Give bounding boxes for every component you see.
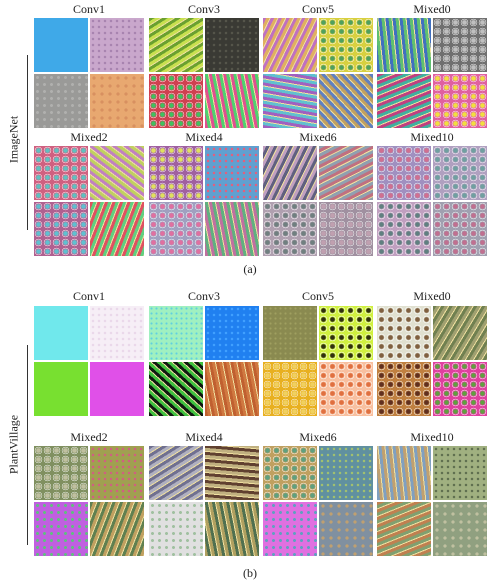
layer-title: Mixed4 — [185, 430, 223, 444]
feature-tile — [90, 18, 144, 72]
feature-tile — [90, 306, 144, 360]
layer-title: Conv1 — [72, 2, 105, 16]
feature-tile — [319, 362, 373, 416]
feature-tile — [34, 362, 88, 416]
feature-tile — [90, 202, 144, 256]
panel-label: ImageNet — [6, 115, 21, 164]
feature-tile — [90, 146, 144, 200]
feature-tile — [263, 202, 317, 256]
layer-title: Conv1 — [72, 289, 105, 303]
feature-tile — [319, 502, 373, 556]
feature-tile — [377, 74, 431, 128]
divider-line — [27, 345, 28, 545]
feature-tile — [149, 74, 203, 128]
layer-title: Mixed4 — [185, 130, 223, 144]
layer-title: Mixed0 — [413, 289, 451, 303]
feature-tile — [205, 502, 259, 556]
feature-tile — [433, 446, 487, 500]
feature-tile — [319, 74, 373, 128]
layer-title: Mixed2 — [70, 430, 108, 444]
feature-tile — [263, 502, 317, 556]
divider-line — [27, 55, 28, 230]
panel-caption: (a) — [243, 262, 257, 276]
layer-title: Mixed0 — [413, 2, 451, 16]
layer-title: Conv5 — [301, 289, 334, 303]
feature-tile — [433, 18, 487, 72]
feature-tile — [205, 18, 259, 72]
layer-title: Conv5 — [301, 2, 334, 16]
feature-tile — [377, 202, 431, 256]
feature-tile — [205, 146, 259, 200]
feature-tile — [34, 18, 88, 72]
feature-tile — [90, 74, 144, 128]
feature-tile — [377, 18, 431, 72]
feature-tile — [263, 146, 317, 200]
feature-tile — [90, 446, 144, 500]
feature-tile — [433, 306, 487, 360]
feature-tile — [149, 362, 203, 416]
feature-tile — [433, 146, 487, 200]
feature-tile — [205, 446, 259, 500]
feature-tile — [34, 502, 88, 556]
panel-caption: (b) — [243, 566, 257, 580]
feature-tile — [34, 446, 88, 500]
feature-tile — [319, 446, 373, 500]
feature-tile — [205, 362, 259, 416]
feature-tile — [149, 18, 203, 72]
feature-tile — [263, 306, 317, 360]
feature-tile — [90, 502, 144, 556]
panel-label: PlantVillage — [6, 414, 21, 475]
feature-tile — [205, 306, 259, 360]
feature-tile — [205, 74, 259, 128]
layer-title: Mixed2 — [70, 130, 108, 144]
feature-tile — [149, 306, 203, 360]
feature-tile — [377, 146, 431, 200]
feature-tile — [34, 74, 88, 128]
layer-title: Mixed6 — [299, 430, 337, 444]
feature-tile — [263, 446, 317, 500]
feature-tile — [319, 18, 373, 72]
feature-tile — [34, 146, 88, 200]
feature-tile — [90, 362, 144, 416]
feature-tile — [433, 74, 487, 128]
layer-title: Mixed10 — [410, 130, 454, 144]
feature-tile — [149, 502, 203, 556]
feature-tile — [149, 146, 203, 200]
feature-tile — [433, 502, 487, 556]
feature-tile — [319, 202, 373, 256]
feature-tile — [377, 362, 431, 416]
feature-tile — [263, 362, 317, 416]
feature-tile — [319, 146, 373, 200]
feature-tile — [263, 74, 317, 128]
layer-title: Mixed10 — [410, 430, 454, 444]
feature-tile — [34, 202, 88, 256]
feature-tile — [433, 362, 487, 416]
feature-tile — [149, 446, 203, 500]
feature-tile — [34, 306, 88, 360]
feature-tile — [263, 18, 317, 72]
layer-title: Conv3 — [187, 289, 220, 303]
feature-tile — [205, 202, 259, 256]
feature-tile — [377, 502, 431, 556]
feature-tile — [377, 306, 431, 360]
feature-tile — [433, 202, 487, 256]
feature-tile — [319, 306, 373, 360]
layer-title: Conv3 — [187, 2, 220, 16]
feature-tile — [377, 446, 431, 500]
layer-title: Mixed6 — [299, 130, 337, 144]
feature-tile — [149, 202, 203, 256]
